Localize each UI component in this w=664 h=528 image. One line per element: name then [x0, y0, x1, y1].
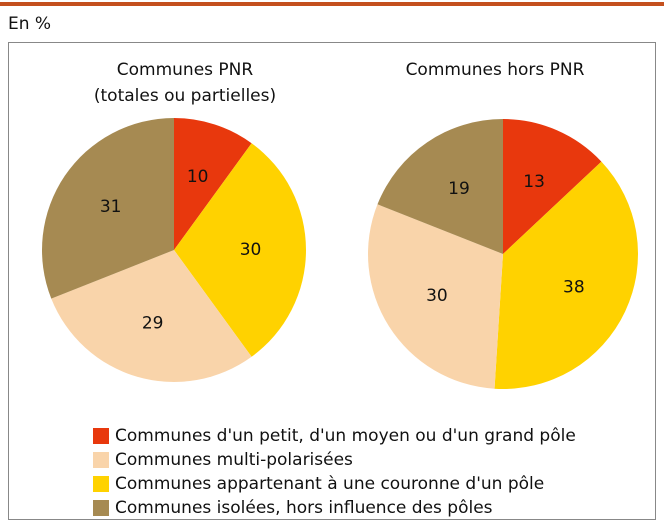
legend-label: Communes d'un petit, d'un moyen ou d'un … — [115, 426, 576, 446]
slice-label: 30 — [426, 286, 448, 306]
slice-label: 30 — [240, 240, 262, 260]
chart-title: Communes hors PNR — [406, 60, 585, 80]
pie-slice — [377, 118, 503, 254]
pie-slice — [174, 143, 307, 357]
frame — [8, 42, 656, 520]
slice-label: 10 — [187, 167, 209, 187]
legend-swatch — [93, 452, 109, 468]
top-rule — [0, 2, 664, 6]
legend-swatch — [93, 476, 109, 492]
unit-label: En % — [8, 14, 51, 34]
slice-label: 38 — [563, 277, 585, 297]
chart-title: Communes PNR — [117, 60, 254, 80]
legend-label: Communes isolées, hors influence des pôl… — [115, 498, 493, 518]
pie-slice — [51, 250, 252, 382]
pie-slice — [503, 119, 602, 254]
legend-label: Communes appartenant à une couronne d'un… — [115, 474, 544, 494]
chart-title: (totales ou partielles) — [94, 86, 276, 106]
pie-slice — [367, 204, 503, 389]
slice-label: 13 — [523, 172, 545, 192]
legend-label: Communes multi-polarisées — [115, 450, 353, 470]
legend-swatch — [93, 500, 109, 516]
pie-slice — [174, 118, 252, 250]
slice-label: 31 — [100, 197, 122, 217]
slice-label: 19 — [448, 179, 470, 199]
slice-label: 29 — [142, 314, 164, 334]
pie-slice — [42, 118, 175, 299]
legend-swatch — [93, 428, 109, 444]
pie-slice — [494, 161, 638, 389]
